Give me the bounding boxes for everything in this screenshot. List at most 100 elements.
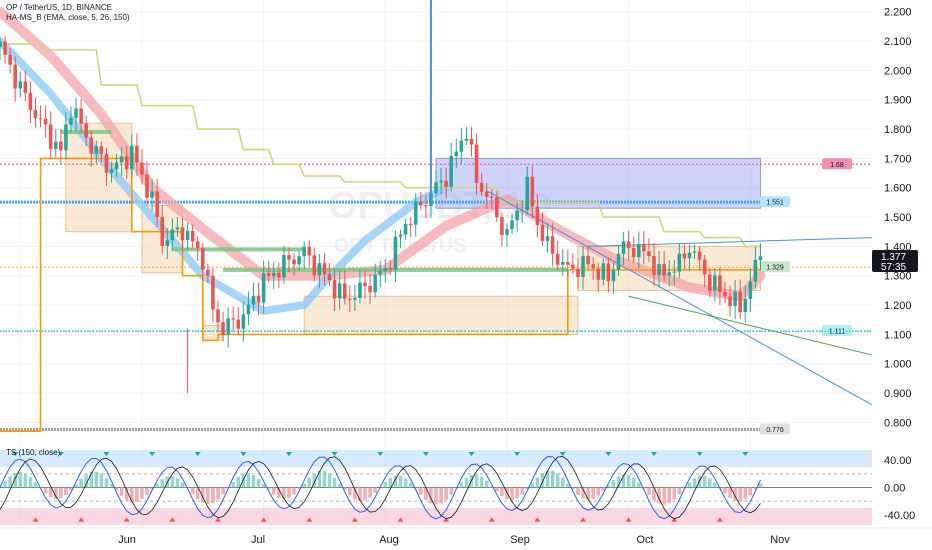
osc-histogram-bar	[642, 487, 646, 489]
level-tag: 0.776	[760, 423, 790, 435]
level-tag-label: 1.329	[766, 265, 784, 272]
candle-body	[520, 209, 524, 211]
candle-body	[28, 92, 33, 111]
osc-histogram-bar	[408, 482, 413, 488]
symbol-title: OP / TetherUS, 1D, BINANCE	[6, 3, 112, 12]
candle-body	[707, 274, 712, 291]
osc-histogram-bar	[500, 487, 504, 497]
price-levels: 1.68 1.551 1.329 1.111 0.776	[0, 158, 872, 435]
candle-body	[13, 64, 17, 89]
osc-signal-up	[306, 517, 313, 522]
candle-body	[297, 256, 301, 265]
candle-body	[758, 256, 763, 260]
candle-body	[23, 81, 28, 93]
candle-body	[292, 259, 296, 265]
candle-body	[662, 263, 666, 276]
candle-body	[560, 261, 565, 265]
osc-histogram-bar	[403, 478, 408, 488]
osc-signal-up	[123, 517, 130, 522]
candle-body	[327, 274, 332, 281]
candle-body	[155, 191, 159, 218]
osc-histogram-bar	[555, 473, 560, 488]
candle-body	[241, 314, 246, 329]
osc-histogram-bar	[124, 487, 129, 501]
candle-body	[515, 210, 519, 221]
osc-histogram-bar	[560, 477, 565, 488]
price-tick: 2.200	[884, 7, 912, 19]
candle-body	[550, 236, 555, 254]
osc-histogram-bar	[728, 487, 732, 499]
osc-histogram-bar	[195, 487, 200, 500]
time-axis[interactable]: Jun Jul Aug Sep Oct Nov	[0, 527, 932, 546]
osc-histogram-bar	[135, 487, 139, 502]
candle-body	[621, 241, 626, 254]
osc-signal-down	[12, 452, 19, 457]
candle-body	[332, 280, 337, 299]
candle-body	[195, 241, 200, 248]
candle-body	[206, 269, 210, 276]
candle-body	[753, 259, 758, 282]
price-tick: 1.800	[884, 124, 912, 136]
price-tick: 1.200	[884, 300, 912, 312]
candle-body	[576, 268, 580, 277]
osc-histogram-bar	[59, 487, 63, 498]
osc-histogram-bar	[550, 470, 555, 488]
osc-signal-down	[651, 452, 657, 457]
price-tick: 1.500	[884, 212, 912, 224]
osc-histogram-bar	[753, 487, 758, 490]
osc-histogram-bar	[692, 478, 697, 488]
osc-histogram-bar	[713, 482, 717, 488]
osc-histogram-bar	[342, 487, 347, 490]
candle-body	[246, 304, 251, 315]
candle-body	[145, 174, 149, 198]
osc-histogram-bar	[652, 487, 656, 501]
price-tick: 1.000	[884, 359, 912, 371]
osc-histogram-bar	[170, 476, 175, 488]
osc-histogram-bar	[190, 487, 195, 494]
osc-histogram-bar	[540, 472, 545, 488]
candle-body	[738, 291, 742, 313]
osc-histogram-bar	[114, 487, 119, 491]
candle-body	[616, 253, 621, 270]
candle-body	[236, 319, 241, 329]
oscillator-scale[interactable]: 40.00 0.00 -40.00	[884, 455, 915, 522]
candles[interactable]	[0, 0, 763, 394]
candle-body	[358, 282, 362, 298]
candle-body	[185, 230, 190, 241]
osc-histogram-bar	[104, 478, 109, 488]
candle-body	[393, 236, 398, 270]
osc-histogram-bar	[18, 471, 23, 488]
osc-histogram-bar	[702, 475, 707, 488]
osc-signal-down	[422, 452, 429, 457]
candle-body	[302, 246, 306, 257]
candle-body	[53, 141, 58, 149]
candle-body	[348, 298, 352, 300]
osc-histogram-bar	[510, 487, 514, 501]
candle-body	[266, 273, 271, 277]
candle-body	[388, 268, 393, 270]
price-tick: 1.700	[884, 153, 912, 165]
osc-histogram-bar	[419, 487, 423, 495]
osc-histogram-bar	[160, 479, 165, 488]
candle-body	[59, 141, 63, 151]
candle-body	[530, 176, 535, 207]
osc-histogram-bar	[424, 487, 428, 500]
osc-histogram-bar	[94, 471, 99, 488]
candle-body	[226, 318, 230, 335]
candle-body	[3, 41, 7, 56]
osc-fast-line	[0, 456, 761, 520]
osc-histogram-bar	[327, 473, 332, 488]
osc-histogram-bar	[99, 473, 104, 488]
candle-body	[687, 252, 692, 259]
candle-body	[211, 275, 215, 310]
osc-histogram-bar	[231, 481, 235, 488]
candle-body	[611, 269, 616, 282]
osc-histogram-bar	[581, 487, 585, 499]
candle-body	[201, 247, 205, 270]
level-tag-label: 1.111	[829, 329, 846, 336]
osc-histogram-bar	[484, 480, 489, 488]
price-tick: 1.600	[884, 183, 912, 195]
osc-histogram-bar	[201, 487, 205, 503]
candle-body	[74, 108, 78, 118]
